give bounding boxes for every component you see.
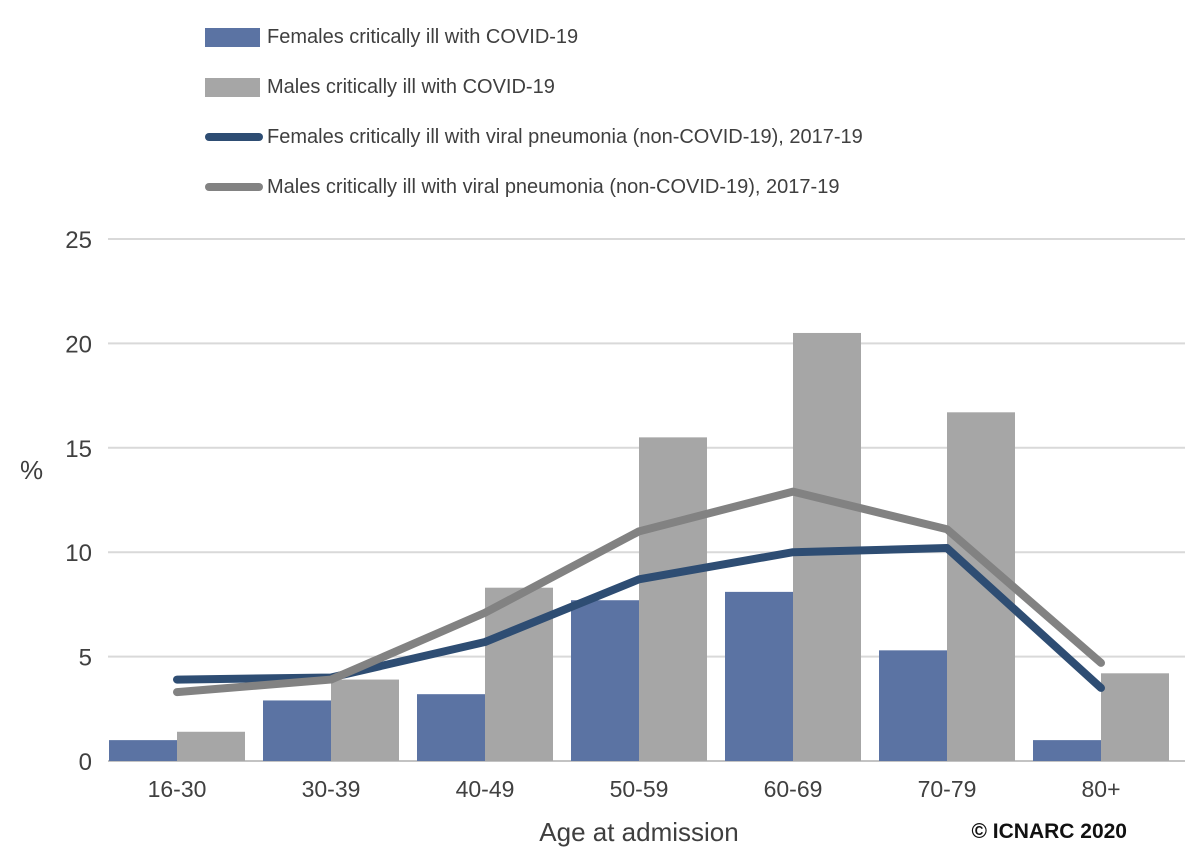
legend: Females critically ill with COVID-19 Mal… xyxy=(205,12,863,212)
x-tick-label: 16-30 xyxy=(148,776,207,802)
legend-swatch-box xyxy=(205,27,263,47)
legend-item-females-pneumonia: Females critically ill with viral pneumo… xyxy=(205,112,863,162)
bar-females-covid-60-69 xyxy=(725,591,793,761)
y-tick-label: 10 xyxy=(65,540,92,567)
x-tick-label: 30-39 xyxy=(302,776,361,802)
bar-females-covid-30-39 xyxy=(263,700,331,761)
legend-swatch-box xyxy=(205,133,263,141)
bar-females-covid-80+ xyxy=(1033,740,1101,761)
copyright: © ICNARC 2020 xyxy=(971,820,1127,843)
legend-item-females-covid: Females critically ill with COVID-19 xyxy=(205,12,863,62)
legend-label: Males critically ill with viral pneumoni… xyxy=(267,175,840,198)
legend-label: Females critically ill with COVID-19 xyxy=(267,25,579,48)
x-tick-label: 50-59 xyxy=(610,776,669,802)
bar-males-covid-40-49 xyxy=(485,587,553,761)
bar-females-covid-70-79 xyxy=(879,650,947,761)
y-axis-title: % xyxy=(20,455,44,485)
bar-males-covid-30-39 xyxy=(331,679,399,761)
x-tick-label: 80+ xyxy=(1081,776,1120,802)
x-axis-title: Age at admission xyxy=(539,817,739,847)
line-males-viral-pneumonia xyxy=(173,487,1105,697)
legend-item-males-covid: Males critically ill with COVID-19 xyxy=(205,62,863,112)
bar-males-covid-80+ xyxy=(1101,673,1169,761)
y-tick-label: 15 xyxy=(65,436,92,463)
males-pneumonia-line-swatch-icon xyxy=(205,183,263,191)
bar-males-covid-50-59 xyxy=(639,437,707,761)
bar-females-covid-16-30 xyxy=(109,740,177,761)
bar-females-covid-40-49 xyxy=(417,694,485,761)
females-covid-swatch-icon xyxy=(205,27,260,47)
y-tick-label: 25 xyxy=(65,227,92,254)
x-tick-label: 60-69 xyxy=(764,776,823,802)
x-tick-label: 70-79 xyxy=(918,776,977,802)
legend-swatch-box xyxy=(205,77,263,97)
bar-females-covid-50-59 xyxy=(571,600,639,761)
bar-males-covid-16-30 xyxy=(177,731,245,761)
males-covid-swatch-icon xyxy=(205,77,260,97)
females-pneumonia-line-swatch-icon xyxy=(205,133,263,141)
y-tick-label: 0 xyxy=(79,749,92,776)
y-tick-label: 20 xyxy=(65,331,92,358)
y-tick-label: 5 xyxy=(79,645,92,672)
legend-swatch-box xyxy=(205,183,263,191)
legend-label: Males critically ill with COVID-19 xyxy=(267,75,555,98)
legend-item-males-pneumonia: Males critically ill with viral pneumoni… xyxy=(205,162,863,212)
x-tick-label: 40-49 xyxy=(456,776,515,802)
legend-label: Females critically ill with viral pneumo… xyxy=(267,125,863,148)
bar-males-covid-70-79 xyxy=(947,412,1015,761)
